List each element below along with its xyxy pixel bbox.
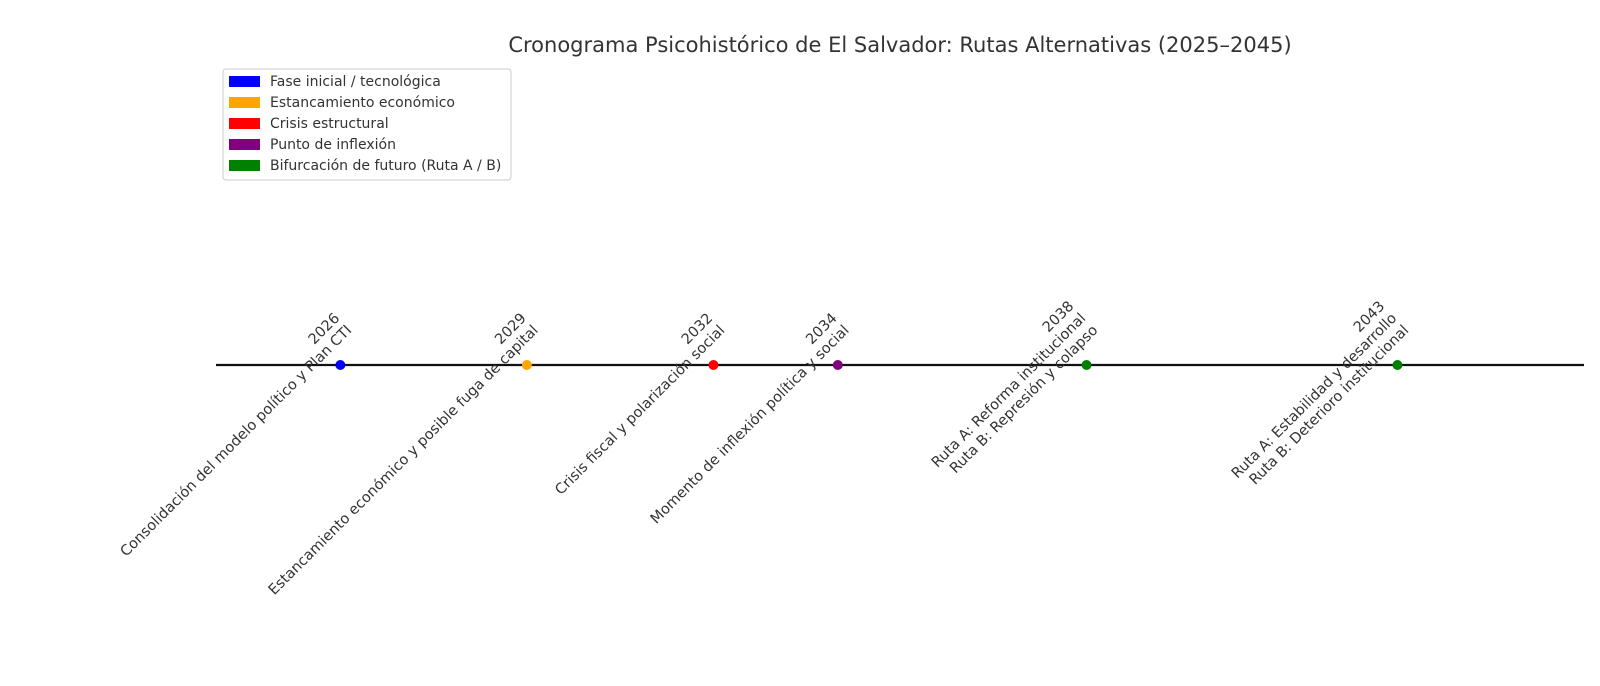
legend-swatch <box>229 97 260 108</box>
legend-label: Crisis estructural <box>270 116 389 132</box>
event-label-2034: 2034Momento de inflexión política y soci… <box>636 310 853 527</box>
event-marker-2029 <box>521 360 532 370</box>
legend-swatch <box>229 76 260 87</box>
event-description: Ruta B: Deterioro institucional <box>1247 323 1413 489</box>
event-description: Momento de inflexión política y social <box>648 323 853 528</box>
legend-entries: Fase inicial / tecnológica Estancamiento … <box>229 74 501 174</box>
event-marker-2034 <box>832 360 843 370</box>
event-label-2043: 2043Ruta A: Estabilidad y desarrolloRuta… <box>1217 298 1412 493</box>
legend-label: Estancamiento económico <box>270 95 455 111</box>
event-marker-2038 <box>1081 360 1092 370</box>
legend-swatch <box>229 118 260 129</box>
event-marker-2026 <box>335 360 346 370</box>
event-marker-2043 <box>1392 360 1403 370</box>
event-label-2038: 2038Ruta A: Reforma institucionalRuta B:… <box>917 298 1102 483</box>
event-labels: 2026Consolidación del modelo político y … <box>106 298 1413 598</box>
legend-label: Bifurcación de futuro (Ruta A / B) <box>270 158 501 174</box>
event-description: Consolidación del modelo político y Plan… <box>118 323 356 561</box>
event-markers <box>335 360 1403 370</box>
legend-swatch <box>229 160 260 171</box>
event-marker-2032 <box>708 360 719 370</box>
legend-frame <box>222 68 512 181</box>
legend: Fase inicial / tecnológica Estancamiento … <box>222 68 512 181</box>
event-label-2029: 2029Estancamiento económico y posible fu… <box>254 310 542 598</box>
event-description: Ruta A: Estabilidad y desarrollo <box>1229 310 1400 481</box>
event-description: Ruta A: Reforma institucional <box>929 310 1089 470</box>
event-label-2026: 2026Consolidación del modelo político y … <box>106 310 356 560</box>
legend-swatch <box>229 139 260 150</box>
chart-title: Cronograma Psicohistórico de El Salvador… <box>508 33 1291 57</box>
legend-label: Fase inicial / tecnológica <box>270 74 441 90</box>
event-description: Ruta B: Represión y colapso <box>947 322 1101 476</box>
legend-label: Punto de inflexión <box>270 137 396 153</box>
